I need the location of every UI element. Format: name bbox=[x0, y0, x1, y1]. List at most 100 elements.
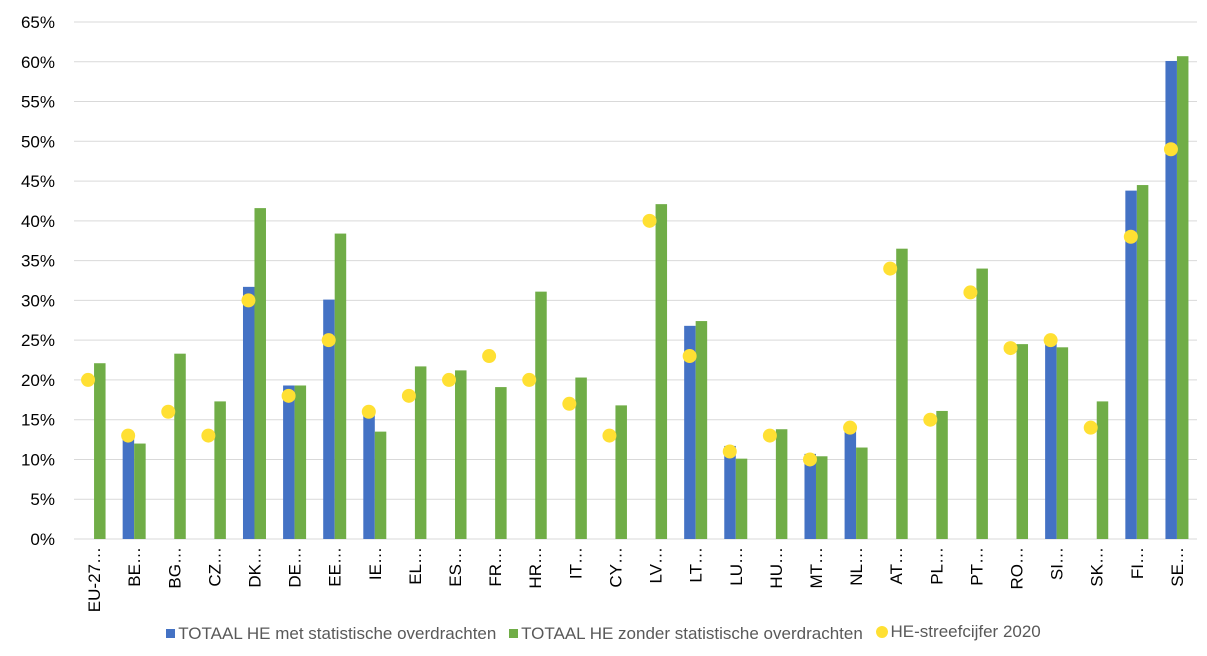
y-tick-label: 50% bbox=[21, 132, 55, 151]
target-marker bbox=[442, 372, 457, 387]
target-marker bbox=[802, 452, 817, 467]
x-tick-label: FI… bbox=[1128, 547, 1147, 579]
y-tick-label: 0% bbox=[30, 530, 55, 549]
bar-without-transfers bbox=[94, 363, 106, 539]
legend-item-series-1: TOTAAL HE met statistische overdrachten bbox=[166, 624, 496, 644]
target-marker bbox=[722, 444, 737, 459]
bar-without-transfers bbox=[695, 321, 708, 539]
bar-with-transfers bbox=[323, 299, 335, 539]
bar-without-transfers bbox=[294, 385, 307, 539]
target-marker bbox=[1163, 142, 1178, 157]
target-marker bbox=[602, 428, 617, 443]
bar-without-transfers bbox=[1176, 56, 1189, 539]
x-tick-label: MT… bbox=[807, 547, 826, 589]
bar-with-transfers bbox=[1165, 60, 1177, 539]
legend-swatch-blue bbox=[166, 629, 176, 638]
y-tick-label: 20% bbox=[21, 371, 55, 390]
bar-with-transfers bbox=[844, 427, 857, 539]
target-marker bbox=[682, 349, 697, 364]
x-tick-label: EL… bbox=[406, 547, 425, 585]
legend-label-series-1: TOTAAL HE met statistische overdrachten bbox=[178, 623, 497, 643]
bars bbox=[94, 56, 1189, 540]
bar-with-transfers bbox=[283, 385, 295, 539]
x-tick-label: CY… bbox=[606, 547, 625, 588]
y-tick-label: 25% bbox=[21, 331, 55, 350]
bar-without-transfers bbox=[1136, 185, 1149, 540]
x-tick-label: IT… bbox=[566, 547, 585, 579]
y-axis-tick-labels: 0% 5% 10% 15% 20% 25% 30% 35% 40% 45% 50% 55% 60% 65% bbox=[21, 13, 55, 549]
bar-without-transfers bbox=[374, 431, 387, 539]
bar-without-transfers bbox=[896, 248, 908, 539]
x-tick-label: IE… bbox=[366, 547, 385, 580]
y-tick-label: 55% bbox=[21, 93, 55, 112]
target-marker bbox=[482, 349, 497, 364]
bar-without-transfers bbox=[214, 401, 226, 539]
target-marker bbox=[81, 372, 96, 387]
bar-with-transfers bbox=[242, 286, 255, 539]
gridlines bbox=[74, 21, 1197, 540]
target-markers bbox=[81, 142, 1178, 467]
target-marker bbox=[321, 333, 336, 348]
y-tick-label: 15% bbox=[21, 411, 55, 430]
target-marker bbox=[161, 404, 176, 419]
x-tick-label: BE… bbox=[125, 547, 144, 587]
target-marker bbox=[522, 372, 537, 387]
x-tick-label: EU-27… bbox=[85, 547, 104, 612]
target-marker bbox=[1123, 229, 1138, 244]
bar-without-transfers bbox=[254, 208, 266, 539]
x-tick-label: HR… bbox=[526, 547, 545, 589]
target-marker bbox=[1043, 333, 1058, 348]
bar-without-transfers bbox=[455, 370, 467, 539]
bar-without-transfers bbox=[1016, 344, 1029, 539]
legend: TOTAAL HE met statistische overdrachten … bbox=[0, 622, 1207, 644]
y-tick-label: 30% bbox=[21, 291, 55, 310]
bar-without-transfers bbox=[936, 410, 948, 539]
legend-label-series-2: TOTAAL HE zonder statistische overdracht… bbox=[521, 623, 863, 643]
bar-without-transfers bbox=[856, 447, 868, 539]
legend-swatch-yellow-dot bbox=[875, 626, 888, 638]
bar-with-transfers bbox=[684, 325, 696, 539]
bar-without-transfers bbox=[1056, 347, 1069, 539]
x-tick-label: LU… bbox=[727, 547, 746, 586]
y-tick-label: 65% bbox=[21, 13, 55, 32]
target-marker bbox=[843, 420, 858, 435]
bar-with-transfers bbox=[1045, 340, 1057, 539]
y-tick-label: 40% bbox=[21, 212, 55, 231]
bar-without-transfers bbox=[575, 377, 587, 539]
x-tick-label: SI… bbox=[1048, 547, 1067, 580]
x-tick-label: FR… bbox=[486, 547, 505, 587]
target-marker bbox=[963, 285, 978, 300]
legend-swatch-green bbox=[509, 629, 519, 638]
x-tick-label: NL… bbox=[847, 547, 866, 586]
y-tick-label: 60% bbox=[21, 53, 55, 72]
x-tick-label: SE… bbox=[1168, 547, 1187, 587]
target-marker bbox=[201, 428, 216, 443]
bar-without-transfers bbox=[775, 429, 788, 539]
x-tick-label: LV… bbox=[647, 547, 666, 584]
bar-without-transfers bbox=[735, 458, 748, 539]
bar-without-transfers bbox=[334, 233, 347, 539]
target-marker bbox=[1003, 341, 1018, 356]
x-tick-label: DK… bbox=[245, 547, 264, 588]
bar-with-transfers bbox=[724, 445, 736, 539]
bar-without-transfers bbox=[174, 353, 186, 539]
bar-without-transfers bbox=[655, 204, 668, 540]
target-marker bbox=[281, 388, 296, 403]
bar-without-transfers bbox=[535, 291, 547, 539]
x-tick-label: LT… bbox=[687, 547, 706, 583]
x-tick-label: BG… bbox=[165, 547, 184, 589]
bar-with-transfers bbox=[122, 435, 135, 539]
bar-with-transfers bbox=[804, 453, 816, 539]
legend-item-series-3: HE-streefcijfer 2020 bbox=[875, 622, 1041, 642]
x-tick-label: SK… bbox=[1088, 547, 1107, 587]
target-marker bbox=[361, 404, 376, 419]
bar-without-transfers bbox=[976, 268, 988, 539]
target-marker bbox=[401, 388, 416, 403]
target-marker bbox=[1083, 420, 1098, 435]
target-marker bbox=[642, 213, 657, 228]
bar-with-transfers bbox=[363, 410, 375, 539]
target-marker bbox=[923, 412, 938, 427]
target-marker bbox=[241, 293, 256, 308]
legend-label-series-3: HE-streefcijfer 2020 bbox=[890, 622, 1041, 641]
bar-without-transfers bbox=[1096, 401, 1109, 539]
